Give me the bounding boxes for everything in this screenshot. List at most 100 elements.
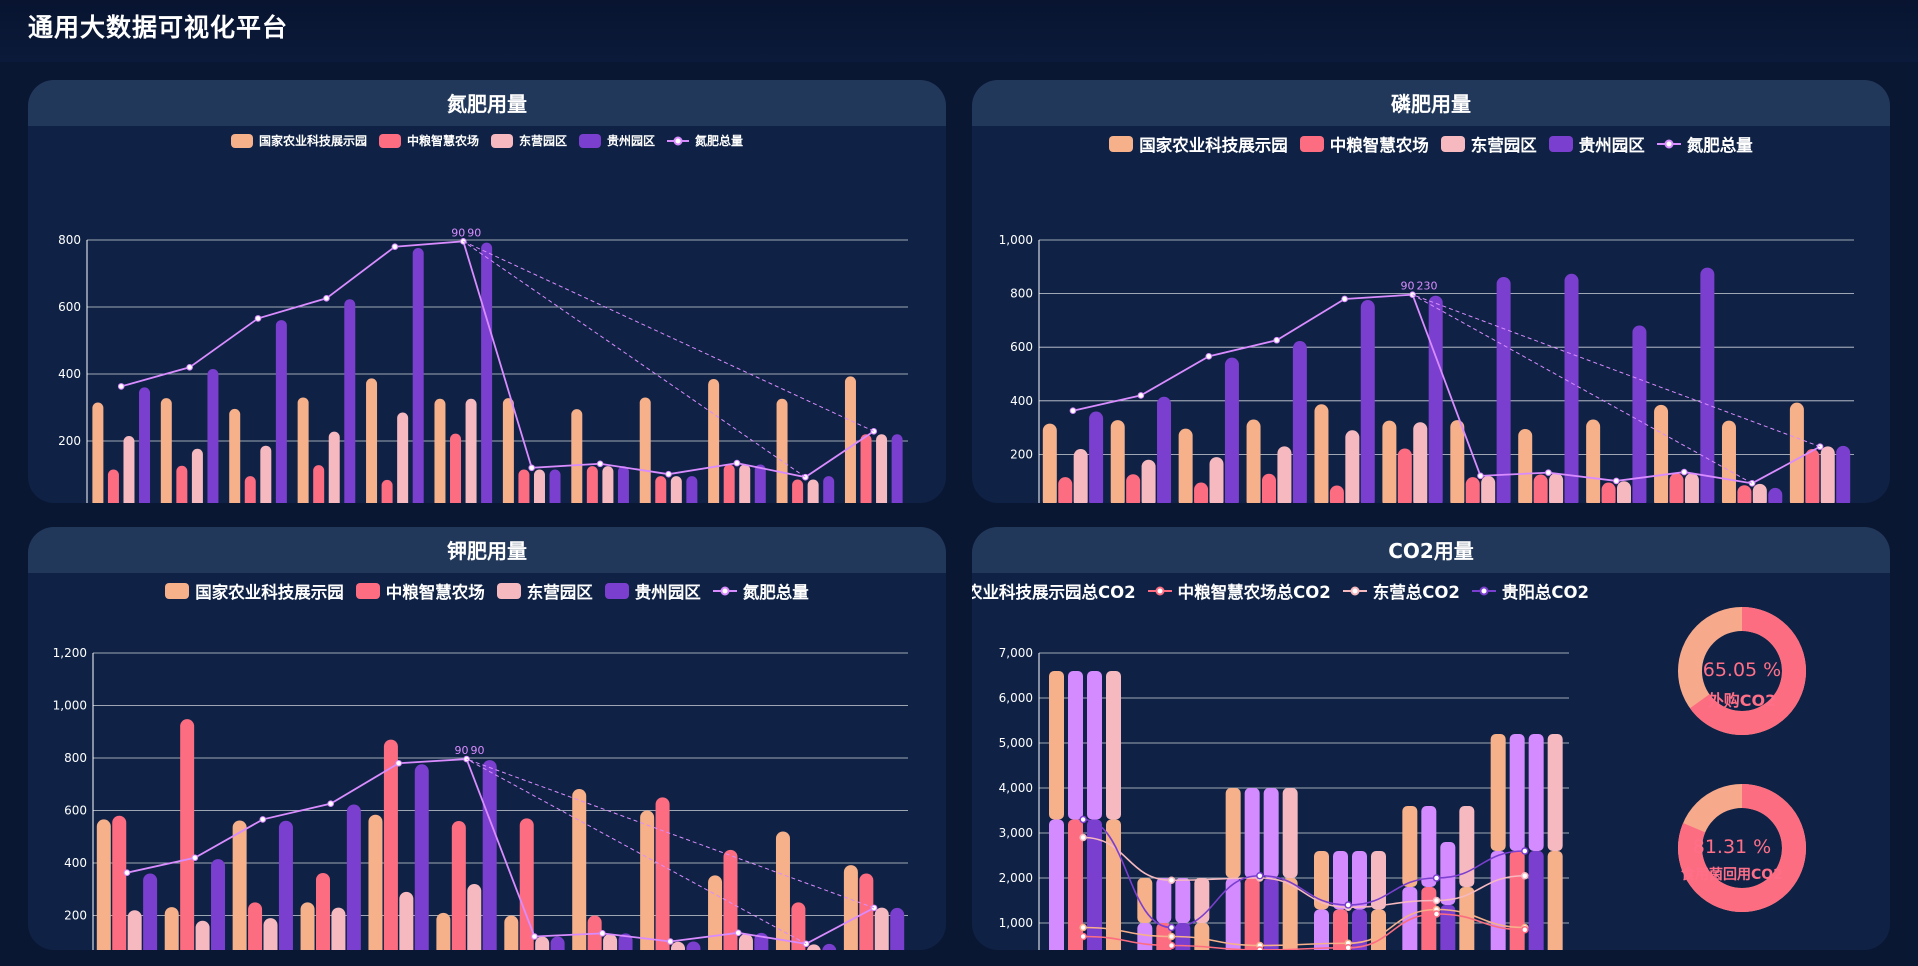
line-point [1680, 468, 1688, 476]
bar [533, 469, 545, 503]
legend-item[interactable]: 国家农业科技展示园 [165, 579, 344, 603]
y-tick-label: 7,000 [999, 646, 1033, 660]
bar [127, 910, 142, 950]
bar [1360, 300, 1375, 503]
bar [328, 431, 340, 503]
line-point [1256, 946, 1264, 950]
legend-label: 中粮智慧农场 [406, 134, 479, 148]
legend-swatch [1440, 136, 1465, 152]
total-line [1072, 293, 1821, 485]
legend-item[interactable]: 东营园区 [490, 132, 567, 149]
bar-upper [1263, 788, 1279, 878]
legend-item[interactable]: 贵州园区 [579, 132, 655, 149]
bar [160, 398, 172, 503]
bar [344, 299, 356, 503]
line-point [665, 470, 672, 478]
bar [670, 476, 682, 503]
y-tick-label: 200 [58, 434, 81, 448]
line-point [1079, 932, 1087, 941]
bar-upper [1421, 806, 1437, 887]
nitrogen-panel: 氮肥用量 国家农业科技展示园 中粮智慧农场 东营园区 贵州园区 氮肥总量 0 200 400… [28, 80, 946, 503]
bar [1058, 477, 1073, 503]
panel-title: 钾肥用量 [28, 527, 946, 573]
legend-item[interactable]: 贵阳总CO2 [1471, 579, 1589, 603]
legend-item[interactable]: 东营园区 [496, 579, 593, 603]
bar [436, 912, 451, 950]
bar-lower [1352, 909, 1367, 950]
bar [618, 933, 633, 950]
line-point [1079, 833, 1087, 842]
line-point [1344, 944, 1352, 950]
bar [535, 936, 550, 950]
bar [263, 918, 278, 950]
bar [518, 469, 530, 503]
legend-item[interactable]: 国家农业科技展示园 [230, 132, 367, 149]
mark-label: 230 [1417, 280, 1438, 293]
legend-label: 东营园区 [1470, 136, 1537, 155]
bar [399, 891, 414, 950]
legend-item[interactable]: 贵州园区 [604, 579, 701, 603]
legend-item[interactable]: 东营园区 [1440, 132, 1537, 156]
donut-1-percent: 65.05 % [1702, 659, 1782, 681]
y-tick-label: 400 [58, 367, 81, 381]
line-point [596, 460, 604, 468]
legend-label: 氮肥总量 [695, 134, 744, 148]
bar [806, 944, 821, 950]
bar [313, 465, 325, 503]
bar [1314, 404, 1329, 503]
bar [248, 902, 263, 950]
bar-lower [1137, 923, 1153, 950]
phosphorus-chart: 02004006008001,000一月二月三月四月五月六月七月八月九月十月十一… [999, 233, 1854, 503]
legend-item[interactable]: 国家农业科技展示园 [1109, 132, 1288, 156]
bar [1768, 487, 1783, 503]
y-tick-label: 600 [64, 804, 87, 818]
bar [107, 469, 119, 503]
bar-upper [1244, 788, 1260, 878]
legend-swatch [355, 583, 380, 599]
y-tick-label: 600 [58, 300, 81, 314]
legend-item[interactable]: 中粮智慧农场总CO2 [1147, 579, 1331, 603]
y-tick-label: 1,000 [999, 916, 1033, 930]
legend-label: 国家农业科技展示园 [1139, 136, 1288, 155]
legend-label: 东营园区 [526, 583, 593, 602]
bar [1700, 267, 1715, 503]
y-tick-label: 800 [1010, 287, 1033, 301]
line-point [254, 315, 262, 322]
bar [1413, 422, 1428, 503]
line-point [463, 755, 470, 763]
legend-label: 国家农业科技展示园 [195, 583, 344, 602]
bar [844, 376, 856, 503]
panel-title: 氮肥用量 [28, 80, 946, 126]
bar [655, 476, 667, 503]
bar [1654, 404, 1669, 503]
legend-item[interactable]: 氮肥总量 [667, 132, 743, 149]
donut-2-text: 81.31 % 食用菌回用CO2 [1662, 836, 1802, 884]
bar [1397, 448, 1412, 503]
panel-title: 磷肥用量 [972, 80, 1890, 126]
bar [1450, 420, 1465, 503]
bar [383, 739, 398, 950]
legend-item[interactable]: 中粮智慧农场 [378, 132, 479, 149]
y-tick-label: 200 [1010, 447, 1033, 461]
line-point [1521, 926, 1529, 934]
bar [587, 915, 602, 950]
legend-item[interactable]: 中粮智慧农场 [1299, 132, 1429, 156]
bar [502, 398, 514, 503]
y-tick-label: 400 [1010, 394, 1033, 408]
legend-item[interactable]: 东营总CO2 [1342, 579, 1460, 603]
bar [300, 902, 315, 950]
legend-item[interactable]: 氮肥总量 [1656, 132, 1753, 156]
y-tick-label: 1,000 [999, 233, 1033, 247]
bar [891, 434, 903, 503]
total-line [120, 240, 875, 479]
legend-item[interactable]: 氮肥总量 [712, 579, 809, 603]
y-tick-label: 0 [73, 501, 81, 503]
legend-item[interactable]: 中粮智慧农场 [355, 579, 485, 603]
bar [639, 397, 651, 503]
legend-swatch [165, 583, 190, 599]
legend-swatch [1548, 136, 1573, 152]
donut-2-percent: 81.31 % [1692, 836, 1772, 858]
legend-item[interactable]: 国家农业科技展示园总CO2 [972, 579, 1136, 603]
legend-item[interactable]: 贵州园区 [1548, 132, 1645, 156]
line-point [259, 816, 267, 823]
